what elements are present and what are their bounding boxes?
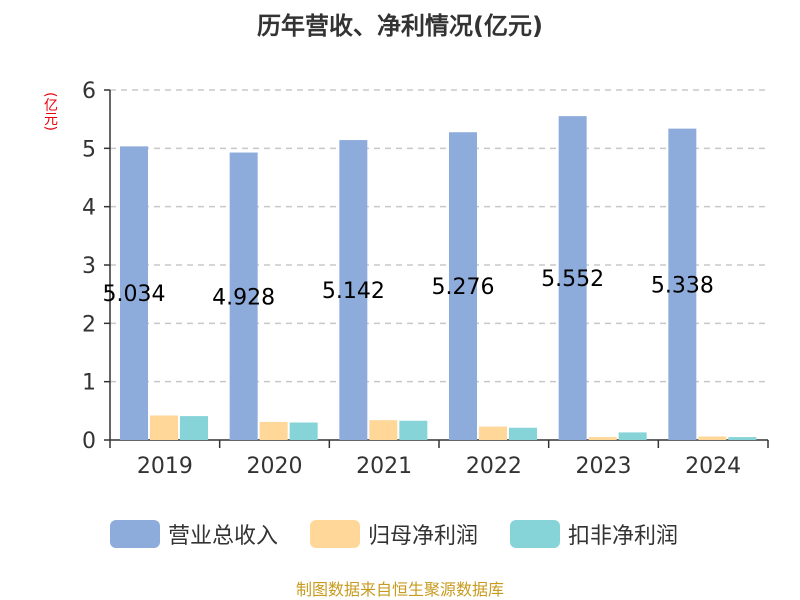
bar-2-2022 [479, 426, 507, 440]
bar-3-2021 [399, 420, 428, 440]
y-tick-label: 4 [82, 196, 96, 221]
bar-3-2019 [180, 416, 208, 440]
bar-2-2023 [588, 437, 617, 440]
bar-3-2023 [618, 432, 647, 440]
bar-2-2021 [369, 420, 398, 440]
bar-1-2021 [339, 140, 368, 441]
y-tick-label: 3 [82, 254, 96, 279]
bar-1-2019 [120, 146, 148, 440]
bar-1-2022 [449, 132, 477, 440]
data-label: 5.142 [322, 279, 385, 304]
legend-item[interactable]: 归母净利润 [310, 516, 478, 552]
data-label: 5.276 [432, 275, 495, 300]
data-label: 4.928 [212, 285, 275, 310]
legend-label: 归母净利润 [368, 524, 479, 549]
legend-swatch [110, 520, 160, 548]
data-label: 5.552 [541, 267, 604, 292]
legend-item[interactable]: 营业总收入 [110, 516, 278, 552]
x-tick-label: 2024 [685, 454, 741, 479]
bar-3-2020 [289, 422, 318, 440]
x-tick-label: 2019 [137, 454, 193, 479]
legend-label: 扣非净利润 [568, 524, 679, 549]
y-axis-unit: (亿元) [42, 92, 58, 131]
bar-2-2020 [259, 421, 288, 440]
legend-label: 营业总收入 [168, 524, 279, 549]
bar-3-2024 [728, 437, 757, 440]
x-tick-label: 2022 [466, 454, 522, 479]
bar-1-2020 [229, 152, 258, 441]
data-label: 5.034 [103, 282, 166, 307]
bar-1-2024 [668, 128, 697, 440]
y-tick-label: 2 [82, 312, 96, 337]
y-tick-label: 1 [82, 371, 96, 396]
source-note: 制图数据来自恒生聚源数据库 [295, 580, 504, 599]
x-tick-label: 2023 [576, 454, 632, 479]
bar-2-2024 [698, 436, 727, 440]
y-tick-label: 0 [82, 429, 96, 454]
data-label: 5.338 [651, 273, 714, 298]
bar-3-2022 [509, 427, 537, 440]
legend-item[interactable]: 扣非净利润 [510, 516, 678, 552]
legend: 营业总收入 归母净利润 扣非净利润 [0, 516, 800, 556]
legend-swatch [510, 520, 560, 548]
bar-1-2023 [558, 116, 587, 440]
legend-swatch [310, 520, 360, 548]
x-tick-label: 2020 [247, 454, 303, 479]
x-tick-label: 2021 [356, 454, 412, 479]
bar-2-2019 [150, 415, 178, 440]
chart-title: 历年营收、净利情况(亿元) [257, 12, 543, 40]
y-tick-label: 5 [82, 137, 96, 162]
y-tick-label: 6 [82, 79, 96, 104]
